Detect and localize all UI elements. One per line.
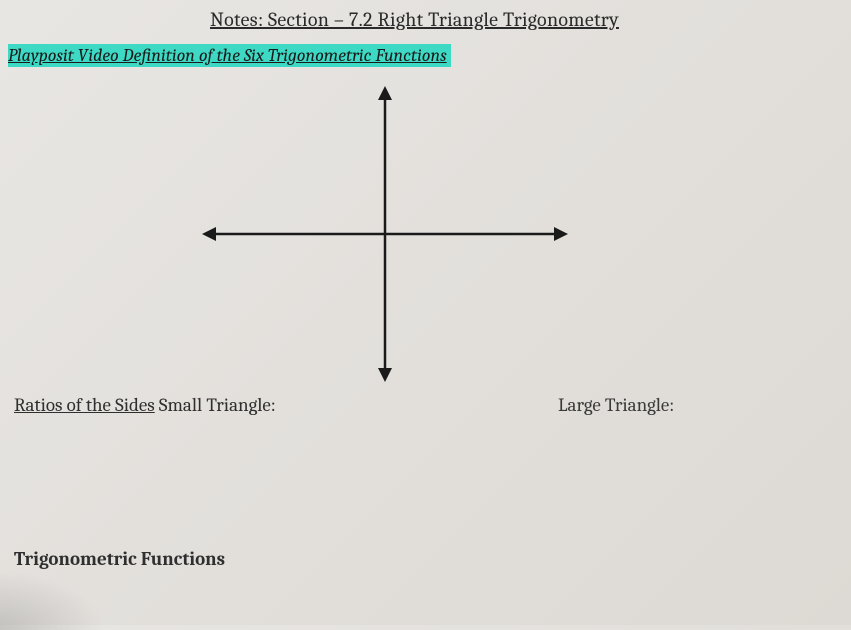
small-triangle-label: Small Triangle: [155, 394, 276, 416]
playposit-video-link[interactable]: Playposit Video Definition of the Six Tr… [8, 44, 451, 67]
corner-shadow-decoration [0, 570, 105, 630]
coordinate-axes [200, 84, 570, 384]
ratios-of-sides-label: Ratios of the Sides Small Triangle: [14, 394, 276, 416]
page-title: Notes: Section – 7.2 Right Triangle Trig… [210, 8, 619, 31]
large-triangle-label: Large Triangle: [558, 394, 674, 416]
trigonometric-functions-label: Trigonometric Functions [14, 548, 225, 570]
ratios-underlined-text: Ratios of the Sides [14, 394, 155, 416]
